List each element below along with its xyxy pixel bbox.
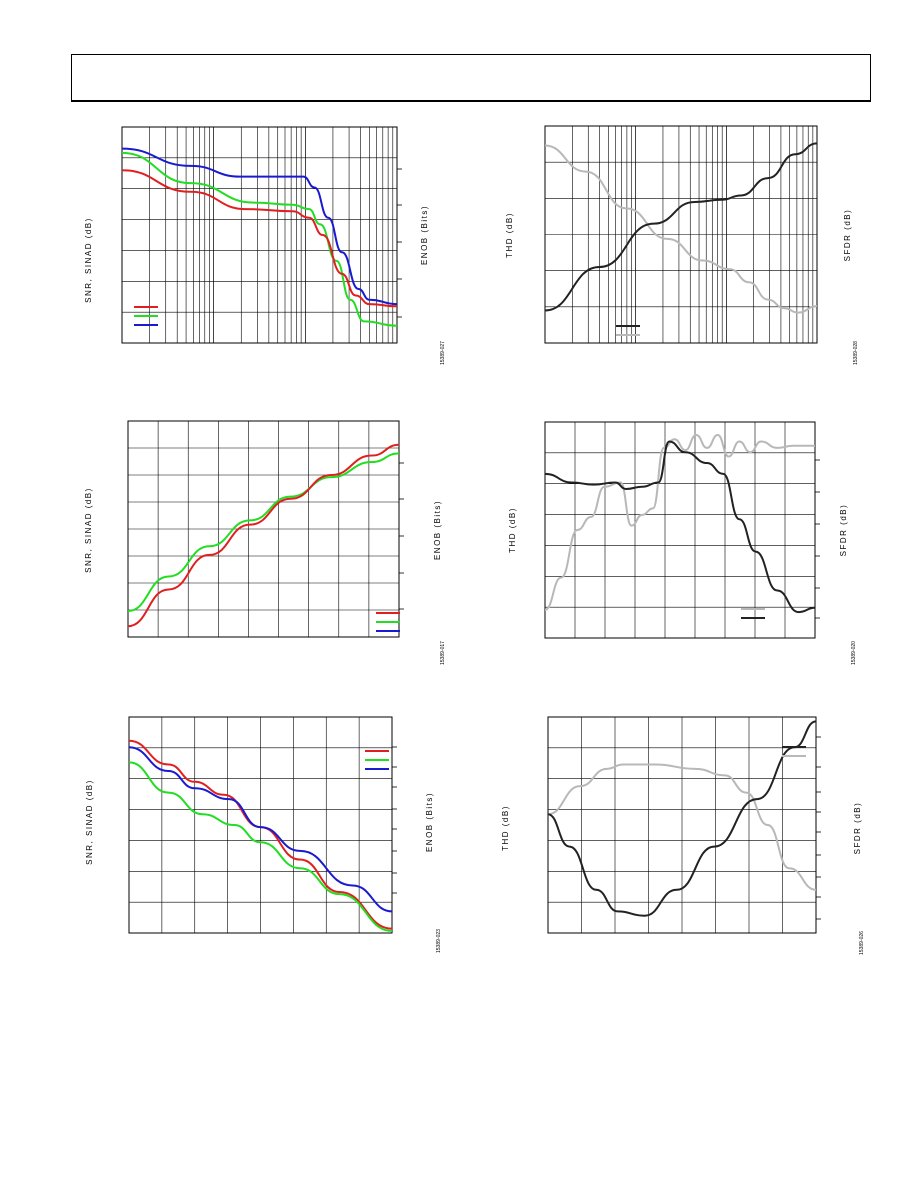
figure-code: 15389-027 (440, 341, 446, 365)
y-axis-label: THD (dB) (501, 805, 510, 851)
series-line-blue (128, 746, 393, 913)
y2-axis-label: ENOB (Bits) (425, 792, 434, 852)
y-axis-label: THD (dB) (505, 212, 514, 258)
plot-frame (121, 126, 398, 344)
plot-frame (544, 421, 816, 639)
plot-area (128, 716, 397, 934)
y-axis-label: SNR, SINAD (dB) (84, 487, 93, 573)
series-line-light (544, 433, 815, 611)
figure-code: 15389-017 (440, 641, 446, 665)
series-line-green (128, 761, 393, 932)
plot-area (547, 716, 821, 934)
series-line-green (127, 452, 400, 613)
chart-snr-sinad-vs-frequency-log: SNR, SINAD (dB) ENOB (Bits) 15389-027 (84, 126, 446, 365)
plot-frame (547, 716, 817, 934)
chart-snr-sinad-rising: SNR, SINAD (dB) ENOB (Bits) 15389-017 (84, 420, 446, 665)
series-line-dark (547, 720, 817, 917)
y-axis-label: SNR, SINAD (dB) (84, 217, 93, 303)
series-line-green (121, 151, 398, 327)
series-line-light (544, 144, 818, 314)
plot-area (544, 125, 818, 344)
series-line-blue (121, 147, 398, 306)
figure-code: 15389-020 (851, 641, 857, 665)
y-axis-label: THD (dB) (508, 507, 517, 553)
y-axis-label: SNR, SINAD (dB) (85, 779, 94, 865)
series-line-red (127, 443, 400, 628)
plot-area (544, 421, 820, 639)
series-line-red (121, 169, 398, 308)
y2-axis-label: SFDR (dB) (839, 504, 848, 557)
series-line-dark (544, 440, 816, 614)
plot-frame (128, 716, 393, 934)
figure-code: 15389-028 (853, 341, 859, 365)
chart-snr-sinad-falling: SNR, SINAD (dB) ENOB (Bits) 15389-023 (85, 716, 442, 953)
plot-area (121, 126, 402, 344)
y2-axis-label: ENOB (Bits) (420, 205, 429, 265)
series-line-light (547, 763, 817, 891)
y2-axis-label: SFDR (dB) (843, 209, 852, 262)
plot-frame (127, 420, 400, 638)
page-header-box (71, 54, 871, 102)
figure-code: 15389-026 (859, 931, 865, 955)
y2-axis-label: ENOB (Bits) (433, 500, 442, 560)
plot-area (127, 420, 404, 638)
chart-thd-sfdr-mid: THD (dB) SFDR (dB) 15389-020 (508, 421, 857, 665)
y2-axis-label: SFDR (dB) (853, 802, 862, 855)
chart-thd-sfdr-vs-frequency-log: THD (dB) SFDR (dB) 15389-028 (505, 125, 859, 365)
plot-frame (544, 125, 818, 344)
chart-thd-sfdr-bottom: THD (dB) SFDR (dB) 15389-026 (501, 716, 865, 955)
series-line-dark (544, 142, 818, 312)
figure-code: 15389-023 (436, 929, 442, 953)
